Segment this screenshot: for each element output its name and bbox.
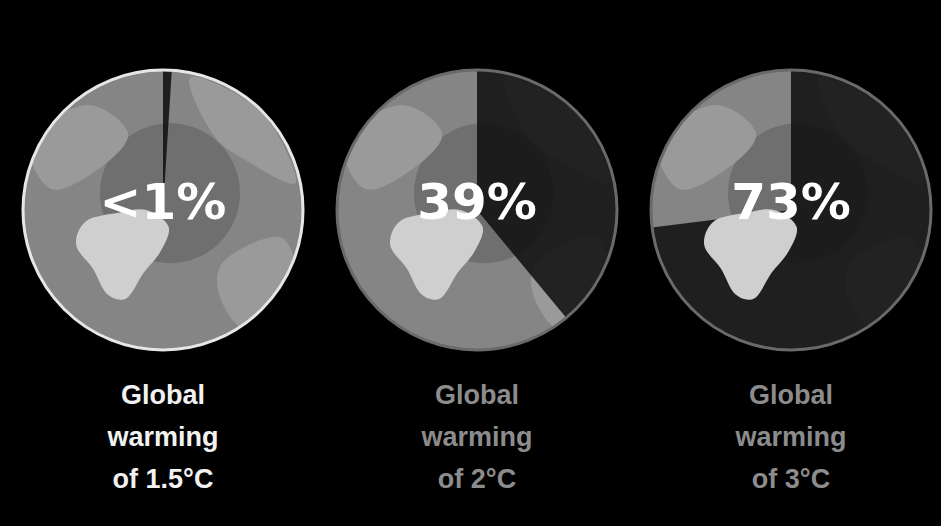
pie-panel: 73% [651, 70, 931, 350]
category-label-line: of 2°C [438, 464, 516, 494]
category-label-line: warming [420, 422, 532, 452]
category-label: Global warming of 3°C [734, 380, 846, 494]
map-base [23, 70, 303, 350]
category-label-line: Global [749, 380, 833, 410]
pie-panel: <1% [23, 70, 303, 350]
data-label: 73% [731, 173, 851, 231]
chart: <1% Global warming of 1.5°C 39% Global warming… [0, 0, 941, 526]
map-land [189, 77, 296, 184]
category-label: Global warming of 1.5°C [106, 380, 218, 494]
category-label-line: of 1.5°C [113, 464, 214, 494]
category-label-line: warming [106, 422, 218, 452]
map-base [651, 70, 931, 350]
category-label: Global warming of 2°C [420, 380, 532, 494]
pie-border [23, 70, 303, 350]
map-base [337, 70, 617, 350]
category-label-line: Global [121, 380, 205, 410]
category-label-line: Global [435, 380, 519, 410]
pie-panel: 39% [337, 70, 617, 350]
plot-area [651, 70, 931, 350]
plot-area [337, 70, 617, 350]
pie-border [337, 70, 617, 350]
background [0, 0, 941, 526]
category-label-line: warming [734, 422, 846, 452]
data-label: <1% [100, 173, 227, 231]
data-label: 39% [417, 173, 537, 231]
pie-border [651, 70, 931, 350]
category-label-line: of 3°C [752, 464, 830, 494]
plot-area [23, 70, 303, 350]
